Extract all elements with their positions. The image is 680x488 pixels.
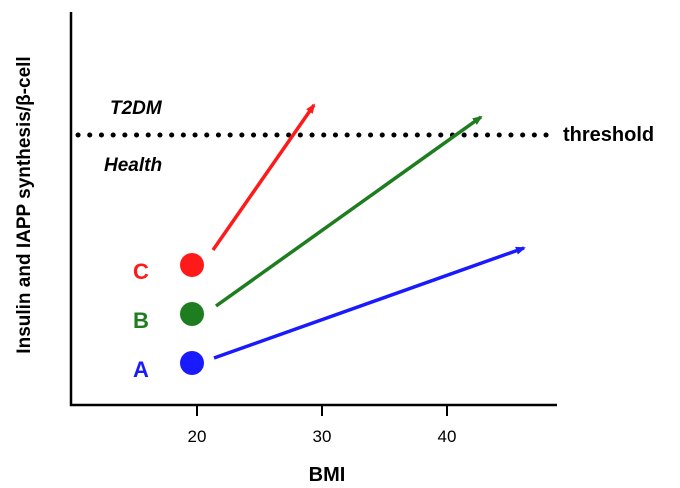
x-tick-label-30: 30 (313, 427, 332, 446)
y-axis-title: Insulin and IAPP synthesis/β-cell (14, 56, 35, 353)
x-tick-label-20: 20 (188, 427, 207, 446)
health-label: Health (104, 155, 162, 176)
group-a-arrow (213, 246, 526, 360)
group-a-label: A (133, 357, 149, 382)
x-tick-label-40: 40 (438, 427, 457, 446)
group-b-point (180, 302, 204, 326)
group-b-label: B (133, 308, 149, 333)
threshold-label: threshold (563, 124, 654, 146)
group-a-point (180, 351, 204, 375)
group-c-label: C (133, 259, 149, 284)
group-b-arrow (214, 115, 483, 308)
group-c-arrow (211, 103, 316, 252)
x-axis-title: BMI (309, 464, 346, 486)
group-c-point (180, 253, 204, 277)
t2dm-label: T2DM (110, 98, 163, 119)
